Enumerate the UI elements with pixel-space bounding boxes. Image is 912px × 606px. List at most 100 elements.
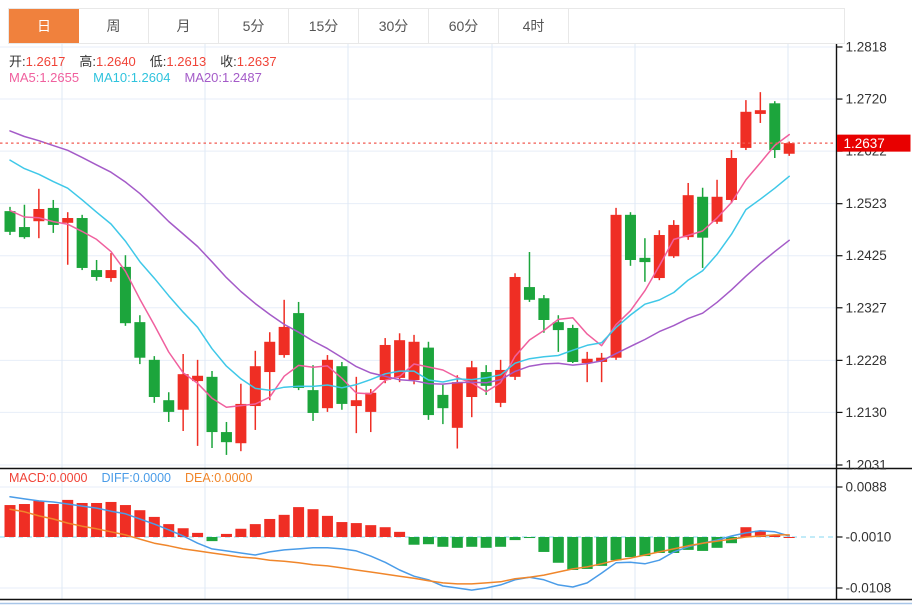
macd-histogram-bar — [495, 537, 507, 547]
candle[interactable] — [624, 212, 636, 266]
macd-histogram-bar — [264, 518, 276, 537]
candle[interactable] — [4, 206, 16, 236]
candle[interactable] — [76, 214, 88, 271]
candle-body — [220, 432, 232, 443]
candle[interactable] — [567, 324, 579, 364]
legend-macd-value: 0.0000 — [49, 471, 88, 485]
candle[interactable] — [437, 384, 449, 425]
candle[interactable] — [33, 188, 45, 239]
tab-interval-3[interactable]: 5分 — [219, 9, 289, 43]
candle-body — [639, 257, 651, 263]
candle[interactable] — [610, 207, 622, 360]
macd-histogram-bar — [105, 501, 117, 537]
candle[interactable] — [235, 383, 247, 452]
candle-body — [293, 313, 305, 388]
tab-interval-6[interactable]: 60分 — [429, 9, 499, 43]
legend-ohlc-item: 高:1.2640 — [79, 54, 135, 69]
candle[interactable] — [538, 295, 550, 333]
tab-interval-0[interactable]: 日 — [9, 9, 79, 43]
legend-macd-label: DIFF: — [101, 471, 133, 485]
candle-body — [552, 322, 564, 331]
macd-diff-line — [9, 496, 790, 591]
candle[interactable] — [754, 92, 766, 123]
macd-histogram-bar — [33, 500, 45, 537]
macd-histogram-bar — [177, 528, 189, 537]
candle-body — [307, 390, 319, 413]
candle-body — [711, 196, 723, 222]
candle-body — [91, 270, 103, 277]
candle[interactable] — [177, 353, 189, 432]
candle[interactable] — [18, 204, 30, 239]
candle[interactable] — [249, 350, 261, 430]
candle-body — [567, 327, 579, 362]
candle[interactable] — [350, 376, 362, 434]
legend-ma-value: 1.2604 — [130, 70, 171, 85]
candle[interactable] — [163, 392, 175, 422]
tab-interval-7[interactable]: 4时 — [499, 9, 569, 43]
tab-interval-5[interactable]: 30分 — [359, 9, 429, 43]
candle[interactable] — [653, 230, 665, 281]
candle[interactable] — [394, 333, 406, 383]
candle[interactable] — [725, 150, 737, 204]
candle-body — [379, 344, 391, 381]
candle-body — [177, 374, 189, 410]
candle-body — [192, 375, 204, 382]
candle-body — [653, 235, 665, 279]
macd-histogram-bar — [249, 524, 261, 537]
macd-panel[interactable] — [0, 496, 837, 591]
candle[interactable] — [639, 238, 651, 282]
axis-tick-label: 1.2327 — [846, 300, 887, 315]
macd-histogram-bar — [394, 531, 406, 537]
candle[interactable] — [62, 212, 74, 265]
macd-histogram-bar — [119, 505, 131, 537]
candle[interactable] — [192, 359, 204, 446]
candle-body — [394, 340, 406, 378]
candle[interactable] — [293, 301, 305, 391]
candle[interactable] — [47, 199, 59, 233]
candles[interactable] — [4, 92, 795, 455]
candle[interactable] — [480, 365, 492, 395]
candle-body — [235, 403, 247, 444]
candle[interactable] — [596, 352, 608, 383]
candle[interactable] — [523, 252, 535, 302]
macd-histogram-bar — [134, 510, 146, 537]
candle[interactable] — [148, 356, 160, 403]
candle[interactable] — [307, 365, 319, 421]
axis-tick-label: 0.0088 — [846, 480, 887, 495]
candle[interactable] — [220, 421, 232, 455]
candle[interactable] — [509, 273, 521, 381]
candle[interactable] — [105, 253, 117, 282]
macd-histogram-bar — [379, 527, 391, 537]
candle[interactable] — [740, 100, 752, 151]
candle[interactable] — [365, 389, 377, 433]
tab-interval-4[interactable]: 15分 — [289, 9, 359, 43]
tab-interval-1[interactable]: 周 — [79, 9, 149, 43]
candle[interactable] — [321, 355, 333, 412]
candle[interactable] — [336, 361, 348, 410]
candle[interactable] — [769, 101, 781, 159]
candle[interactable] — [206, 370, 218, 449]
candle[interactable] — [264, 332, 276, 401]
macd-histogram-bar — [336, 522, 348, 537]
legend-macd-value: 0.0000 — [132, 471, 171, 485]
candle[interactable] — [783, 141, 795, 156]
candle[interactable] — [408, 334, 420, 385]
candle[interactable] — [91, 259, 103, 281]
candle[interactable] — [552, 315, 564, 352]
last-price-tag-bg — [837, 134, 911, 152]
tab-interval-2[interactable]: 月 — [149, 9, 219, 43]
macd-histogram-bar — [725, 537, 737, 544]
macd-histogram-bar — [408, 537, 420, 545]
candle[interactable] — [711, 179, 723, 224]
macd-histogram-bar — [62, 499, 74, 537]
candle[interactable] — [581, 351, 593, 383]
candle[interactable] — [134, 315, 146, 365]
candle[interactable] — [682, 182, 694, 240]
candle[interactable] — [697, 187, 709, 268]
candle[interactable] — [119, 255, 131, 326]
candle[interactable] — [278, 299, 290, 358]
candle[interactable] — [466, 360, 478, 418]
candle[interactable] — [422, 341, 434, 420]
candle[interactable] — [451, 375, 463, 449]
